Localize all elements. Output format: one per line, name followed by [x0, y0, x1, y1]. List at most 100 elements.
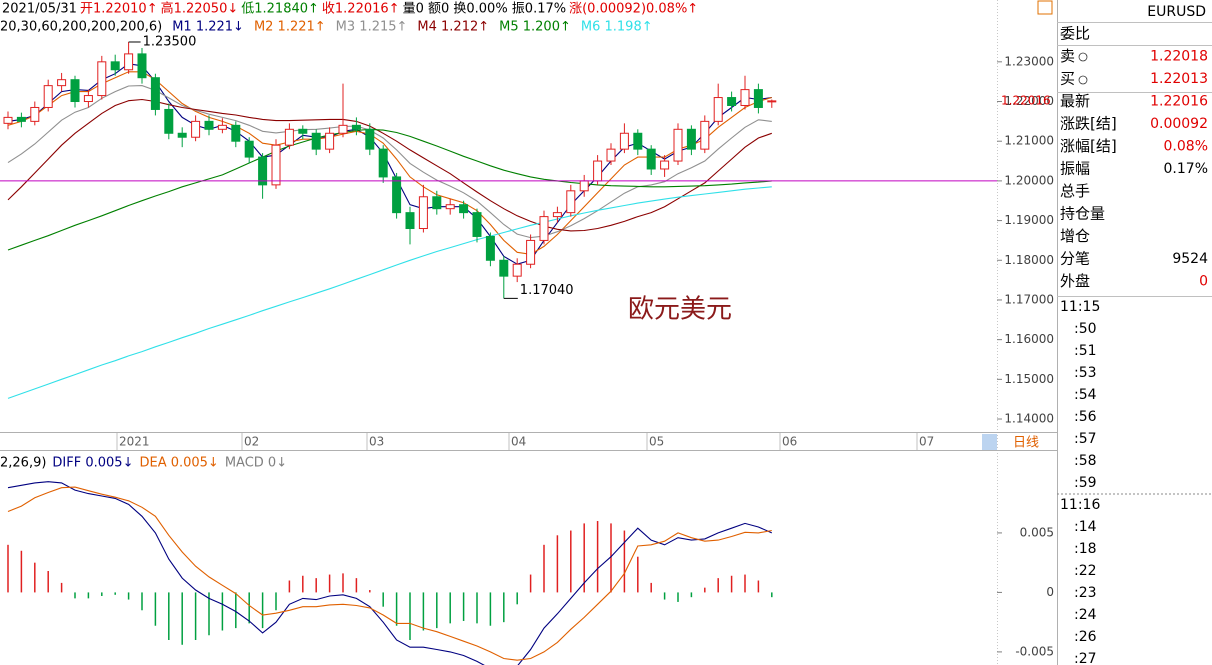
symbol: EURUSD	[1147, 4, 1206, 20]
trade-time: :26	[1074, 629, 1097, 645]
y-tick-label: 1.16000	[1004, 332, 1054, 346]
trade-time: :24	[1074, 607, 1097, 623]
legend-item: M4 1.212↑	[417, 20, 489, 35]
candle-body	[512, 263, 522, 277]
legend-item: MACD 0↓	[225, 456, 287, 471]
candle-body	[271, 144, 281, 186]
legend-item: M2 1.221↑	[254, 20, 326, 35]
trade-time: :51	[1074, 343, 1097, 359]
ma-line	[7, 128, 772, 251]
y-tick-label: 1.15000	[1004, 372, 1054, 386]
candle-body	[526, 239, 536, 265]
quote-label: 分笔	[1060, 250, 1090, 268]
trade-time: :22	[1074, 563, 1097, 579]
candle-body	[30, 106, 40, 122]
annotation: 1.17040	[520, 283, 574, 298]
candle-body	[646, 148, 656, 170]
legend-item: DEA 0.005↓	[139, 456, 218, 471]
candle-body	[633, 132, 643, 150]
candle-body	[485, 235, 495, 261]
trade-time: :57	[1074, 431, 1097, 447]
candle-body	[191, 120, 201, 138]
candle-body	[539, 216, 549, 241]
y-tick-label: 1.22000	[1004, 94, 1054, 108]
candle-body	[619, 132, 629, 150]
quote-label: 外盘	[1060, 272, 1090, 290]
plot-area	[7, 481, 773, 665]
scroll-button[interactable]	[982, 434, 997, 450]
plot-area	[3, 41, 777, 399]
candle-body	[552, 212, 562, 218]
legend-item: 2,26,9)	[0, 456, 46, 471]
candle-body	[673, 128, 683, 162]
header-item: 2021/05/31	[2, 2, 77, 17]
candle-body	[418, 196, 428, 230]
trade-time: :54	[1074, 387, 1097, 403]
candle-body	[579, 180, 589, 192]
quote-label: 委比	[1060, 25, 1090, 43]
candle-body	[392, 176, 402, 214]
candle-body	[231, 124, 241, 142]
quote-value: 1.22013	[1150, 71, 1208, 87]
quote-value: 0.00092	[1150, 116, 1208, 132]
trade-time: 11:15	[1060, 299, 1100, 315]
candle-body	[351, 124, 361, 130]
info-icon[interactable]	[1078, 75, 1088, 85]
candle-body	[472, 212, 482, 237]
legend-item: M3 1.215↑	[336, 20, 408, 35]
quote-value: 0.08%	[1164, 139, 1208, 155]
period-button[interactable]: 日线	[1013, 436, 1039, 451]
ma-line	[7, 186, 772, 399]
y-tick-label: 0.005	[1020, 525, 1054, 539]
legend-item: M1 1.221↓	[172, 20, 244, 35]
candle-body	[593, 160, 603, 182]
window-icon[interactable]	[1037, 0, 1053, 15]
header-item: 收1.22016↑	[322, 2, 400, 17]
candle-body	[727, 97, 737, 106]
trade-time: :50	[1074, 321, 1097, 337]
candle-body	[3, 116, 13, 124]
quote-label: 买	[1060, 70, 1075, 88]
candle-body	[700, 120, 710, 150]
candle-body	[660, 160, 670, 170]
legend-item: 20,30,60,200,200,200,6)	[0, 20, 162, 35]
legend-item: M5 1.200↑	[499, 20, 571, 35]
candle-body	[606, 148, 616, 162]
quote-label: 卖	[1060, 47, 1075, 65]
quote-label: 振幅	[1060, 160, 1090, 178]
x-tick-label: 03	[369, 435, 384, 449]
quote-label: 持仓量	[1060, 205, 1105, 223]
x-tick-label: 04	[511, 435, 526, 449]
quote-label: 涨跌[结]	[1060, 115, 1117, 133]
x-tick-label: 02	[244, 435, 259, 449]
candle-body	[83, 95, 93, 103]
candle-body	[311, 132, 321, 150]
candle-body	[338, 124, 348, 134]
candle-body	[204, 120, 214, 130]
candle-body	[459, 204, 469, 214]
candle-body	[284, 128, 294, 146]
quote-label: 总手	[1060, 182, 1090, 200]
quote-label: 涨幅[结]	[1060, 137, 1117, 155]
info-icon[interactable]	[1078, 52, 1088, 62]
candle-body	[405, 212, 415, 230]
y-tick-label: -0.005	[1015, 644, 1054, 658]
candle-body	[43, 85, 53, 108]
candle-body	[325, 132, 335, 150]
ma-line	[7, 98, 772, 232]
macd-line	[7, 481, 773, 665]
candle-body	[432, 196, 442, 210]
candle-body	[686, 128, 696, 150]
y-tick-label: 1.23000	[1004, 54, 1054, 68]
header-item: 低1.21840↑	[241, 2, 319, 17]
candle-body	[713, 97, 723, 122]
candle-body	[499, 259, 509, 277]
trade-time: :56	[1074, 409, 1097, 425]
macd-line	[7, 486, 772, 661]
candle-body	[740, 89, 750, 106]
y-tick-label: 0	[1046, 585, 1054, 599]
quote-value: 0	[1199, 274, 1208, 290]
legend-item: M6 1.198↑	[581, 20, 653, 35]
y-tick-label: 1.14000	[1004, 412, 1054, 426]
candle-body	[150, 77, 160, 110]
